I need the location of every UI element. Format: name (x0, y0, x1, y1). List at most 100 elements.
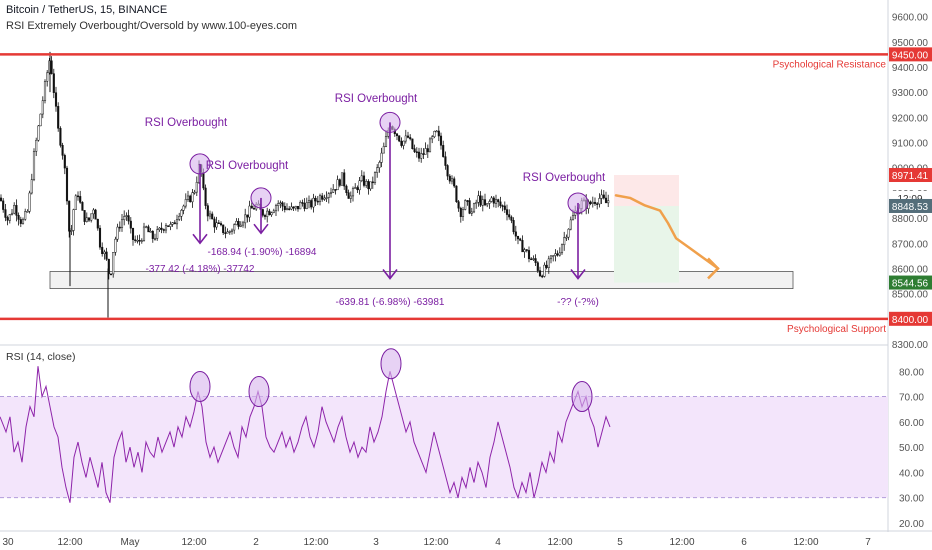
candle-body (202, 172, 205, 189)
candle-body (178, 216, 181, 220)
candle-body (499, 201, 502, 206)
candle-body (41, 100, 44, 115)
candle-body (508, 214, 511, 218)
candle-body (439, 135, 443, 146)
candle-body (94, 209, 97, 220)
candle-body (558, 252, 561, 256)
candle-body (175, 219, 179, 225)
candle-body (334, 189, 337, 191)
candle-body (475, 202, 478, 205)
candle-body (318, 195, 322, 202)
candle-body (560, 244, 564, 254)
candle-body (142, 226, 146, 241)
candle-body (272, 210, 275, 213)
rsi-tick-label: 70.00 (899, 393, 924, 404)
candle-body (448, 175, 451, 182)
price-tick-label: 8800.00 (892, 214, 929, 225)
candle-body (17, 215, 20, 220)
candle-body (536, 262, 539, 271)
candle-body (435, 130, 438, 133)
candle-body (567, 228, 570, 238)
candle-body (109, 273, 113, 276)
candle-body (398, 135, 401, 142)
rsi-tick-label: 50.00 (899, 443, 924, 454)
candle-body (151, 230, 154, 239)
candle-body (263, 215, 267, 217)
candle-body (453, 178, 456, 187)
candle-body (169, 224, 172, 227)
candle-body (402, 140, 405, 146)
candle-body (164, 225, 168, 231)
candle-body (411, 138, 414, 149)
candle-body (13, 205, 16, 214)
candle-body (376, 167, 379, 173)
candle-body (296, 205, 300, 210)
candle-body (556, 253, 559, 256)
candle-body (466, 200, 469, 202)
candle-body (450, 178, 454, 182)
candle-body (600, 194, 603, 199)
support-label: Psychological Support (787, 324, 886, 335)
candle-body (189, 195, 192, 203)
overbought-label: RSI Overbought (335, 93, 418, 105)
candle-body (138, 239, 141, 242)
candle-body (46, 72, 49, 82)
price-tag (889, 168, 932, 183)
rsi-tick-label: 80.00 (899, 367, 924, 378)
resistance-label: Psychological Resistance (773, 59, 887, 70)
drop-arrow-head (253, 223, 269, 235)
candle-body (204, 187, 207, 206)
candle-body (494, 199, 498, 204)
candle-body (10, 212, 14, 215)
candle-body (345, 185, 348, 193)
candle-body (0, 197, 3, 202)
candle-body (593, 201, 597, 204)
candle-body (336, 179, 339, 191)
candle-body (596, 203, 599, 205)
candle-body (305, 202, 308, 209)
candle-body (483, 199, 487, 206)
candle-body (571, 215, 575, 221)
candle-body (426, 148, 429, 153)
time-tick-label: 12:00 (57, 537, 82, 548)
candle-body (395, 133, 399, 136)
candle-body (512, 220, 515, 233)
candle-body (492, 197, 495, 204)
candle-body (343, 172, 346, 187)
candle-body (362, 175, 366, 186)
candle-body (477, 195, 480, 203)
rsi-overbought-marker (248, 376, 270, 407)
candle-body (184, 199, 187, 207)
candle-body (307, 200, 311, 203)
price-tick-label: 8300.00 (892, 340, 929, 351)
candle-body (607, 200, 610, 204)
candle-body (182, 205, 185, 211)
candle-body (211, 213, 214, 220)
candle-body (270, 212, 273, 216)
candle-body (400, 140, 403, 146)
candle-body (219, 223, 223, 226)
candle-body (323, 197, 326, 200)
candle-body (241, 222, 245, 226)
candle-body (354, 187, 357, 189)
candle-body (158, 227, 161, 230)
candle-body (325, 197, 328, 199)
candle-body (503, 205, 506, 210)
rsi-tick-label: 60.00 (899, 418, 924, 429)
candle-body (299, 202, 302, 210)
candle-body (446, 165, 449, 177)
indicator-title: RSI Extremely Overbought/Oversold by www… (6, 20, 298, 32)
candle-body (101, 246, 104, 255)
candle-body (294, 205, 297, 209)
candle-body (479, 195, 482, 206)
candle-body (530, 258, 533, 261)
overbought-label: RSI Overbought (145, 117, 228, 129)
candle-body (35, 139, 38, 152)
candle-body (261, 209, 264, 216)
candle-body (65, 167, 69, 202)
candle-body (37, 125, 40, 141)
candle-body (72, 209, 75, 231)
candle-body (563, 237, 566, 246)
candle-body (186, 195, 190, 200)
